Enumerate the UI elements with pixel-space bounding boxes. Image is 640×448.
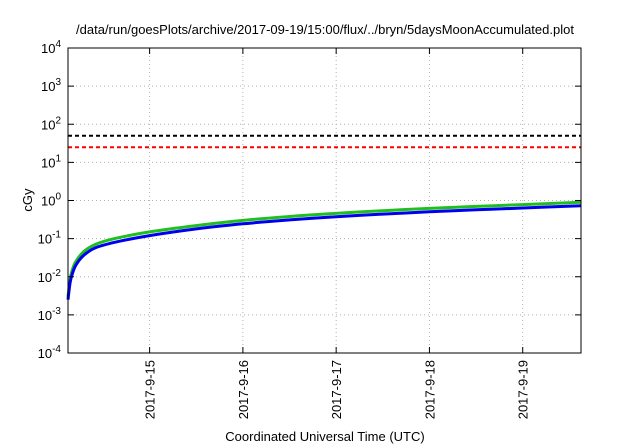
y-axis: 10-4 10-3 10-2 10-1 100 101 102 103 104 [38, 39, 581, 361]
series-line-1 [66, 200, 582, 297]
y-tick-label: 102 [41, 115, 61, 132]
series-layer [66, 134, 582, 300]
x-tick-label: 2017-9-15 [143, 360, 158, 419]
y-tick-label: 10-1 [38, 230, 62, 247]
x-tick-label: 2017-9-18 [422, 360, 437, 419]
chart-title: /data/run/goesPlots/archive/2017-09-19/1… [76, 22, 574, 37]
series-line-2 [66, 204, 582, 300]
x-tick-label: 2017-9-17 [329, 360, 344, 419]
x-axis: 2017-9-15 2017-9-16 2017-9-17 2017-9-18 2017… [143, 48, 531, 419]
grid [68, 48, 581, 353]
x-tick-label: 2017-9-19 [516, 360, 531, 419]
y-tick-label: 101 [41, 153, 61, 170]
y-tick-label: 10-4 [38, 344, 62, 361]
x-axis-label: Coordinated Universal Time (UTC) [225, 429, 424, 444]
y-tick-label: 10-3 [38, 306, 62, 323]
y-tick-label: 100 [41, 192, 61, 209]
y-tick-label: 10-2 [38, 268, 62, 285]
y-axis-label: cGy [20, 188, 35, 212]
y-tick-label: 104 [41, 39, 61, 56]
x-tick-label: 2017-9-16 [236, 360, 251, 419]
y-tick-label: 103 [41, 77, 61, 94]
